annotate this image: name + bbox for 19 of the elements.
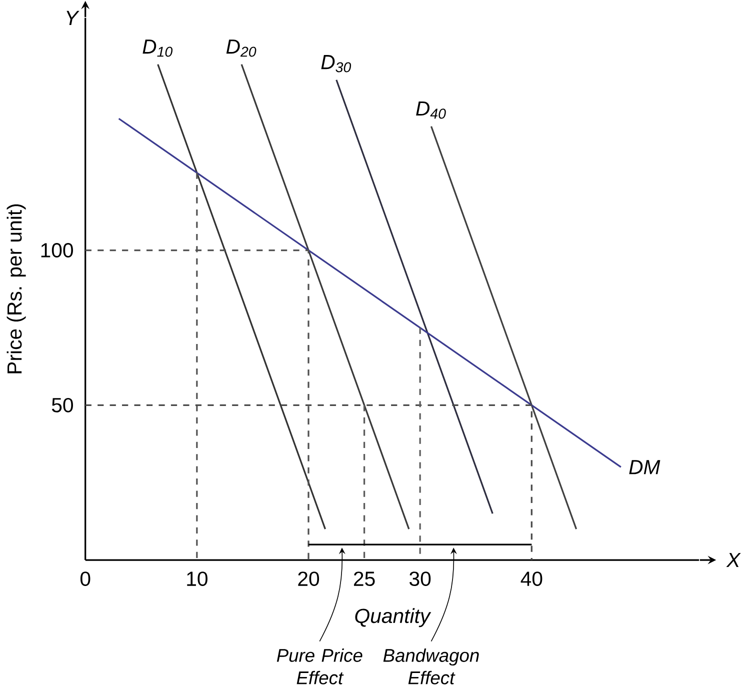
x-tick-label: 10: [187, 572, 208, 586]
annotation: Pure Price Effect: [276, 648, 362, 684]
text: X: [726, 552, 741, 567]
x-axis-title: Quantity: [355, 608, 432, 628]
x-tick-label: 30: [410, 572, 431, 586]
series-label: D$_{40}$: [416, 101, 446, 119]
y-tick-label: 50: [52, 398, 73, 412]
series-label: DM: [629, 460, 660, 474]
text: Y: [66, 10, 80, 25]
x-tick-label: 40: [520, 572, 542, 586]
x-tick-label: 0: [80, 572, 90, 586]
y-tick-label: 100: [41, 242, 73, 258]
annotation: Bandwagon Effect: [383, 648, 479, 684]
series-label: D$_{10}$: [142, 40, 173, 57]
series-label: D$_{30}$: [321, 54, 352, 72]
x-tick-label: 25: [354, 572, 375, 586]
series-label: D$_{20}$: [226, 40, 256, 57]
y-axis-title: Price (Rs. per unit): [6, 204, 26, 374]
x-tick-label: 20: [298, 572, 320, 586]
